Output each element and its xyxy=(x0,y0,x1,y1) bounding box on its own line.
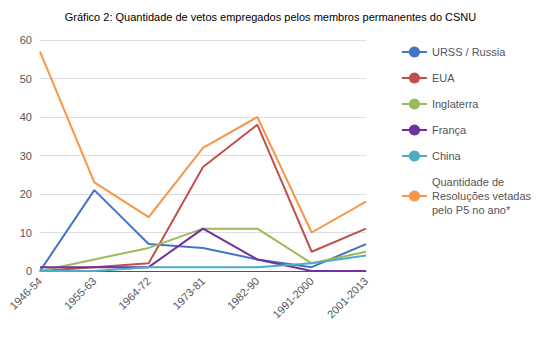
svg-text:20: 20 xyxy=(20,188,32,200)
svg-text:40: 40 xyxy=(20,111,32,123)
svg-text:1991-2000: 1991-2000 xyxy=(270,275,316,321)
svg-text:60: 60 xyxy=(20,34,32,46)
svg-text:10: 10 xyxy=(20,227,32,239)
svg-text:1955-63: 1955-63 xyxy=(62,275,99,312)
svg-text:URSS / Russia: URSS / Russia xyxy=(432,46,506,58)
svg-text:0: 0 xyxy=(26,265,32,277)
svg-text:1946-54: 1946-54 xyxy=(7,275,44,312)
svg-text:pelo P5 no ano*: pelo P5 no ano* xyxy=(432,204,511,216)
svg-text:Gráfico 2: Quantidade de vetos: Gráfico 2: Quantidade de vetos empregado… xyxy=(65,11,477,23)
svg-text:Quantidade de: Quantidade de xyxy=(432,176,504,188)
svg-text:2001-2013: 2001-2013 xyxy=(325,275,371,321)
svg-text:China: China xyxy=(432,150,462,162)
svg-text:Inglaterra: Inglaterra xyxy=(432,98,479,110)
svg-text:50: 50 xyxy=(20,73,32,85)
svg-text:EUA: EUA xyxy=(432,72,455,84)
svg-text:1982-90: 1982-90 xyxy=(225,275,262,312)
svg-text:1973-81: 1973-81 xyxy=(170,275,207,312)
svg-text:1964-72: 1964-72 xyxy=(116,275,153,312)
svg-text:Resoluções vetadas: Resoluções vetadas xyxy=(432,190,532,202)
svg-text:França: França xyxy=(432,124,467,136)
svg-text:30: 30 xyxy=(20,150,32,162)
